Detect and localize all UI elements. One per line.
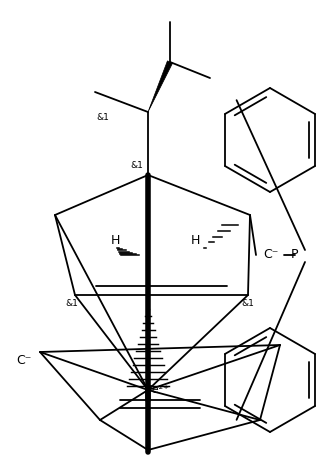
Polygon shape [148,61,173,112]
Text: H: H [190,233,200,247]
Text: H: H [110,233,120,247]
Text: C⁻: C⁻ [263,249,278,261]
Text: &1: &1 [66,298,78,308]
Text: C⁻: C⁻ [17,353,32,366]
Text: &1: &1 [241,298,255,308]
Text: P: P [291,249,299,261]
Text: &1: &1 [130,160,143,170]
Text: Fe²⁺: Fe²⁺ [146,385,169,395]
Text: &1: &1 [97,114,109,122]
